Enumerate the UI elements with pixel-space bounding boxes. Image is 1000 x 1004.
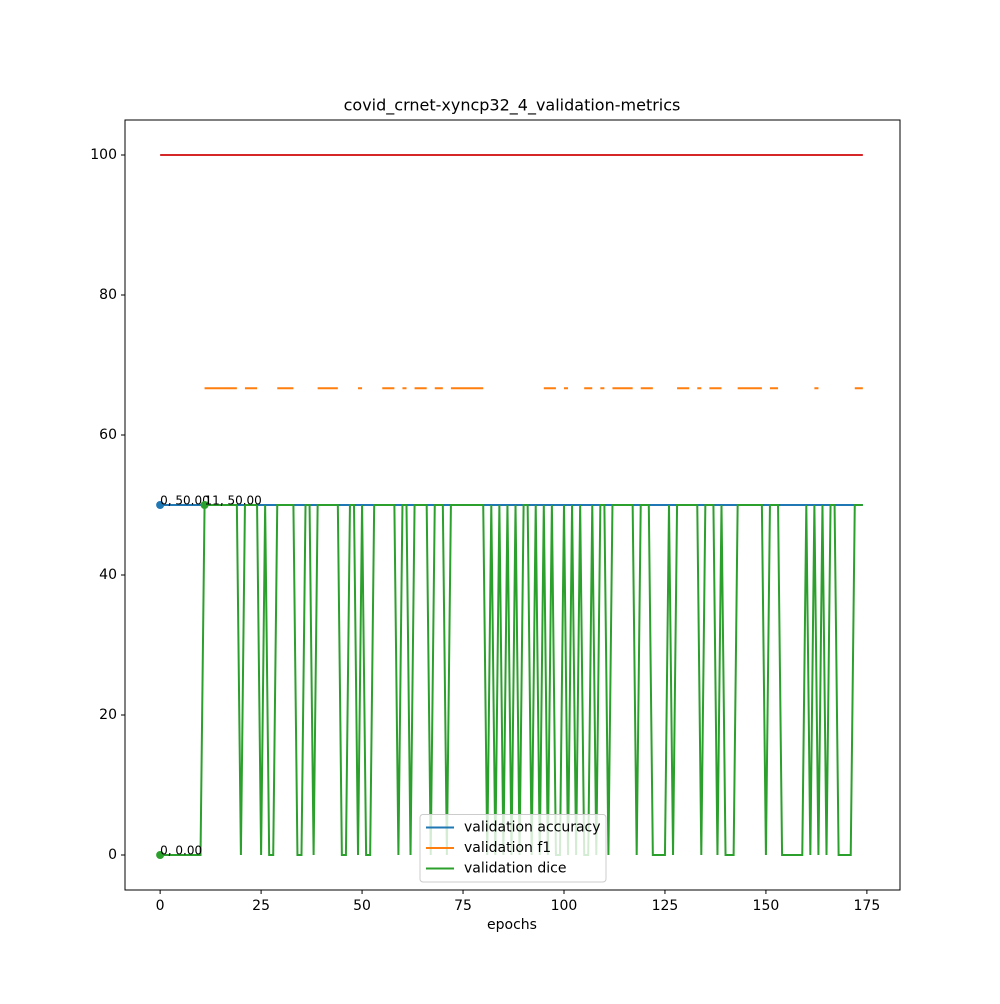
y-tick-label: 40 [99,567,117,583]
x-tick-label: 150 [753,898,780,914]
legend-label: validation dice [464,861,566,877]
annotation-label: 0, 50.00 [160,494,210,508]
y-tick-label: 20 [99,707,117,723]
annotation-label: 0, 0.00 [160,844,202,858]
chart-title: covid_crnet-xyncp32_4_validation-metrics [344,96,681,116]
x-tick-label: 100 [551,898,578,914]
legend-box [419,814,607,883]
annotation-marker [200,501,209,509]
y-tick-label: 100 [90,147,117,163]
x-tick-label: 0 [156,898,165,914]
x-tick-label: 50 [353,898,371,914]
x-axis-label: epochs [487,917,537,933]
x-tick-label: 125 [652,898,679,914]
legend-label: validation accuracy [464,820,601,836]
x-tick-label: 25 [252,898,270,914]
y-tick-label: 80 [99,287,117,303]
legend: validation accuracy validation f1 validati… [419,814,607,883]
x-tick-label: 75 [454,898,472,914]
plot-frame [124,119,901,891]
annotation-marker [156,851,165,859]
y-tick-label: 60 [99,427,117,443]
x-tick-label: 175 [854,898,881,914]
y-tick-label: 0 [108,847,117,863]
annotation-marker [156,501,165,509]
legend-label: validation f1 [464,840,551,856]
annotation-label: 11, 50.00 [205,494,262,508]
